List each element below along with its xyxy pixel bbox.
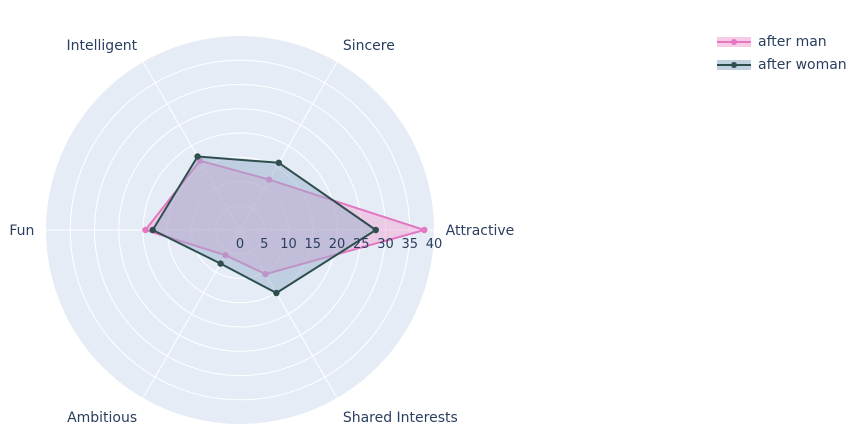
- legend-swatch-after-man: [717, 36, 751, 47]
- point-after-man-attractive: [421, 226, 428, 234]
- radial-tick-40: 40: [426, 237, 443, 252]
- angular-label-attractive: Attractive: [446, 223, 515, 239]
- radial-tick-20: 20: [329, 237, 346, 252]
- legend-swatch-after-woman: [717, 59, 751, 70]
- legend: after man after woman: [716, 30, 847, 76]
- radial-tick-15: 15: [304, 237, 321, 252]
- point-after-man-fun: [142, 226, 149, 234]
- radial-tick-25: 25: [353, 237, 370, 252]
- legend-item-after-woman[interactable]: after woman: [716, 53, 847, 76]
- point-after-woman-shared-interests: [273, 289, 280, 297]
- angular-label-intelligent: Intelligent: [67, 38, 138, 54]
- series-layer: [142, 153, 428, 297]
- angular-label-shared-interests: Shared Interests: [343, 410, 458, 426]
- radial-ticks: 0 5 10 15 20 25 30 35 40: [236, 237, 442, 252]
- point-after-woman-ambitious: [217, 260, 224, 267]
- legend-label-after-woman: after woman: [758, 56, 847, 73]
- angular-labels: Attractive Sincere Intelligent Fun Ambitious…: [9, 38, 514, 426]
- radial-tick-10: 10: [280, 237, 297, 252]
- radial-tick-5: 5: [260, 237, 268, 252]
- radial-tick-35: 35: [401, 237, 418, 252]
- radial-tick-30: 30: [377, 237, 394, 252]
- legend-label-after-man: after man: [758, 33, 827, 50]
- point-after-woman-fun: [149, 226, 156, 234]
- point-after-woman-attractive: [372, 226, 379, 234]
- legend-item-after-man[interactable]: after man: [716, 30, 847, 53]
- point-after-woman-sincere: [275, 159, 282, 166]
- radial-tick-0: 0: [236, 237, 244, 252]
- angular-label-fun: Fun: [9, 223, 34, 239]
- point-after-woman-intelligent: [194, 153, 201, 160]
- angular-label-sincere: Sincere: [343, 38, 395, 54]
- angular-label-ambitious: Ambitious: [67, 410, 137, 426]
